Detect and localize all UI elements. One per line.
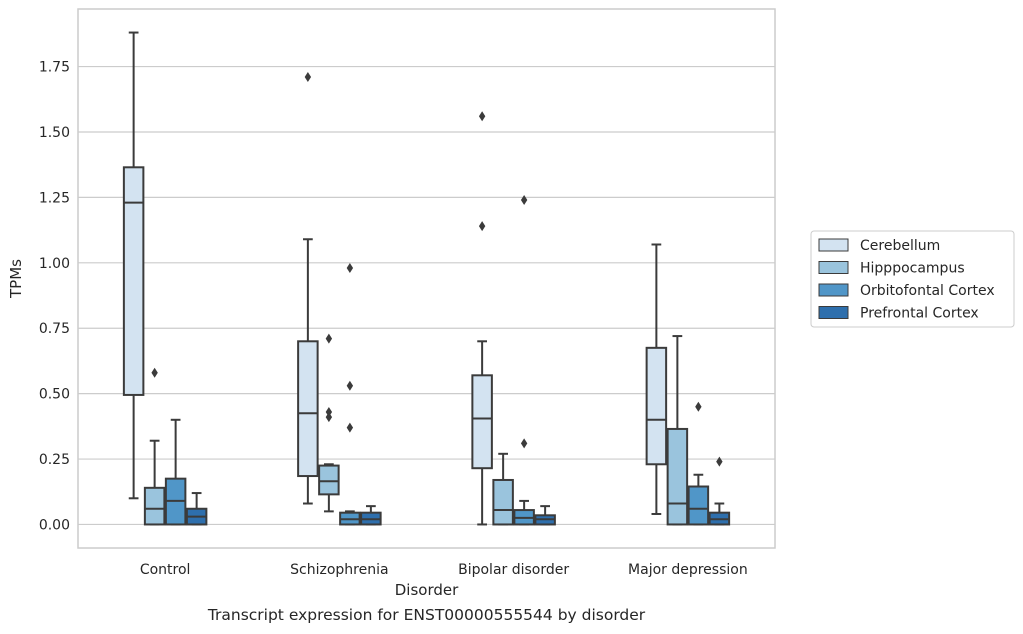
y-tick-label: 0.75	[39, 321, 70, 337]
box-iqr	[318, 464, 340, 496]
box-iqr	[666, 427, 689, 526]
box-orbitofontal-cortex	[164, 418, 187, 526]
y-tick-label: 1.50	[39, 125, 70, 141]
outlier-point	[151, 367, 158, 378]
outlier-point	[520, 195, 528, 206]
box-prefrontal-cortex	[360, 505, 382, 526]
y-tick-label: 1.25	[39, 190, 70, 206]
box-iqr	[471, 374, 493, 470]
box-orbitofontal-cortex	[687, 401, 710, 526]
box-layer	[122, 31, 731, 526]
y-tick-label: 0.50	[39, 387, 70, 403]
legend-label: Orbitofontal Cortex	[860, 283, 995, 299]
box-hipppocampus	[143, 367, 166, 526]
y-tick-label: 0.00	[39, 517, 70, 533]
outlier-point	[304, 72, 312, 83]
box-cerebellum	[297, 72, 319, 505]
box-prefrontal-cortex	[534, 505, 556, 526]
y-axis-label: TPMs	[7, 259, 25, 299]
outlier-point	[478, 111, 486, 122]
legend-frame	[810, 230, 1015, 328]
box-hipppocampus	[666, 335, 689, 526]
box-cerebellum	[122, 31, 145, 500]
x-axis-label: Disorder	[395, 581, 459, 599]
outlier-point	[520, 438, 528, 449]
box-iqr	[687, 485, 710, 526]
figure-caption: Transcript expression for ENST0000055554…	[207, 606, 646, 624]
legend: Cerebellum Hipppocampus Orbitofontal Corte…	[810, 230, 1015, 328]
x-tick-label: Control	[140, 562, 191, 578]
box-hipppocampus	[492, 452, 514, 526]
box-iqr	[143, 486, 166, 526]
box-iqr	[122, 166, 145, 396]
box-prefrontal-cortex	[708, 456, 731, 526]
outlier-point	[346, 422, 354, 433]
outlier-point	[478, 221, 486, 232]
box-hipppocampus	[318, 333, 340, 513]
legend-swatch	[818, 261, 849, 274]
outlier-point	[325, 412, 333, 423]
box-orbitofontal-cortex	[339, 263, 361, 526]
box-iqr	[297, 340, 319, 478]
legend-label: Cerebellum	[860, 238, 940, 254]
box-prefrontal-cortex	[185, 492, 208, 526]
legend-swatch	[818, 306, 849, 319]
legend-label: Hipppocampus	[860, 261, 965, 277]
box-iqr	[645, 346, 668, 466]
y-tick-label: 0.25	[39, 452, 70, 468]
legend-swatch	[818, 283, 849, 297]
outlier-point	[346, 380, 354, 391]
box-cerebellum	[471, 111, 493, 526]
y-tick-label: 1.75	[39, 60, 70, 76]
outlier-point	[346, 263, 354, 274]
x-tick-label: Bipolar disorder	[458, 562, 569, 578]
outlier-point	[695, 401, 702, 412]
legend-label: Prefrontal Cortex	[860, 306, 979, 322]
outlier-point	[325, 333, 333, 344]
box-orbitofontal-cortex	[513, 195, 535, 526]
plot-frame	[77, 8, 776, 549]
box-cerebellum	[645, 243, 668, 515]
y-tick-labels: 0.00 0.25 0.50 0.75 1.00 1.25 1.50 1.75	[39, 60, 70, 534]
x-tick-label: Schizophrenia	[290, 562, 388, 578]
box-iqr	[492, 478, 514, 526]
y-tick-label: 1.00	[39, 256, 70, 272]
outlier-point	[325, 406, 333, 417]
outlier-point	[716, 456, 723, 467]
grid-lines	[78, 65, 775, 526]
x-tick-labels: Control Schizophrenia Bipolar disorder Majo…	[140, 562, 748, 578]
x-tick-label: Major depression	[628, 562, 748, 578]
legend-swatch	[818, 238, 849, 252]
